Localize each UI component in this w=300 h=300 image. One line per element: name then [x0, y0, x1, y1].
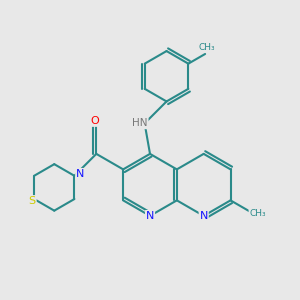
Text: CH₃: CH₃: [249, 209, 266, 218]
Text: O: O: [90, 116, 99, 126]
Text: HN: HN: [132, 118, 148, 128]
Text: N: N: [76, 169, 84, 179]
Text: N: N: [146, 211, 154, 221]
Text: S: S: [28, 196, 36, 206]
Text: CH₃: CH₃: [199, 43, 215, 52]
Text: N: N: [200, 211, 208, 221]
